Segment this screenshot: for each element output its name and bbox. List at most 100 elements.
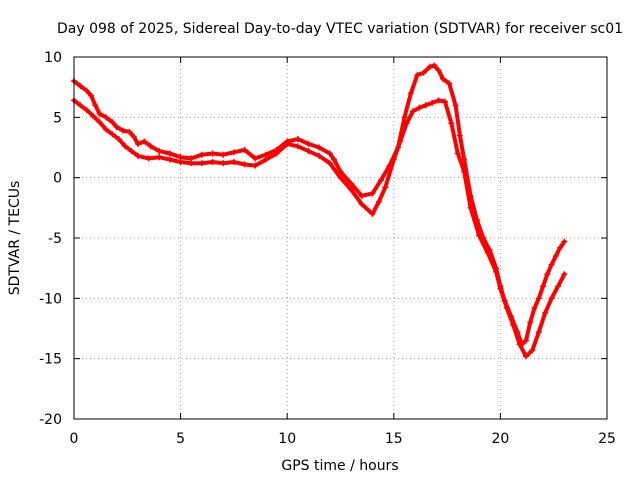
data-point [542,309,549,316]
data-point [130,133,137,140]
data-point [102,114,109,121]
data-point [316,152,323,159]
data-point [403,120,410,127]
data-point [156,148,163,155]
data-point [522,353,529,360]
data-point [510,321,517,328]
data-point [561,271,568,278]
data-point [467,204,474,211]
data-point [454,150,461,157]
data-point [88,92,95,99]
data-point [535,329,542,336]
data-point [77,82,84,89]
y-axis-label: SDTVAR / TECUs [7,181,23,296]
data-point [109,119,116,126]
series-layer [71,62,568,360]
data-point [493,268,500,275]
data-point [177,158,184,165]
data-point [134,152,141,159]
data-point [326,160,333,167]
data-point [209,158,216,165]
data-point [439,75,446,82]
data-point [147,143,154,150]
x-tick-label: 20 [491,431,509,447]
x-tick-label: 15 [385,431,403,447]
data-point [188,160,195,167]
data-point [141,138,148,145]
data-point [414,72,421,79]
data-point [456,132,463,139]
data-point [113,123,120,130]
data-point [431,62,438,69]
data-point [348,186,355,193]
x-tick-label: 25 [598,431,616,447]
data-point [92,102,99,109]
data-point [407,90,414,97]
x-tick-label: 0 [70,431,79,447]
data-point [390,156,397,163]
series-line [72,98,567,359]
data-point [497,285,504,292]
data-point [109,131,116,138]
series-line [72,63,567,347]
data-point [429,99,436,106]
data-point [209,150,216,157]
data-point [401,114,408,121]
series-sc01-track-a [71,62,568,348]
axis-ticks: 0 5 10 15 20 25 10 5 0 -5 -10 -15 -20 [39,50,616,447]
data-point [452,102,459,109]
data-point [198,151,205,158]
data-point [461,156,468,163]
data-point [262,156,269,163]
data-point [397,138,404,145]
data-point [435,67,442,74]
x-tick-label: 10 [278,431,296,447]
data-point [331,156,338,163]
data-point [122,143,129,150]
y-tick-label: -15 [39,352,62,368]
data-point [540,283,547,290]
data-point [557,244,564,251]
x-tick-label: 5 [176,431,185,447]
data-point [448,120,455,127]
data-point [96,110,103,117]
data-point [378,177,385,184]
data-point [115,136,122,143]
data-point [561,238,568,245]
data-point [326,150,333,157]
data-point [241,161,248,168]
data-point [441,98,448,105]
data-point [230,149,237,156]
data-point [294,143,301,150]
data-point [446,80,453,87]
data-point [435,97,442,104]
data-point [126,128,133,135]
data-point [305,148,312,155]
data-point [252,155,259,162]
data-point [552,253,559,260]
data-point [476,232,483,239]
data-point [273,150,280,157]
data-point [358,192,365,199]
data-point [90,113,97,120]
data-point [102,126,109,133]
data-point [77,102,84,109]
y-tick-label: -10 [39,291,62,307]
data-point [544,271,551,278]
data-point [198,160,205,167]
data-point [529,347,536,354]
data-point [416,104,423,111]
chart-title: Day 098 of 2025, Sidereal Day-to-day VTE… [57,21,623,37]
series-sc01-track-b [71,97,568,360]
data-point [409,108,416,115]
data-point [369,190,376,197]
data-point [128,148,135,155]
data-point [527,319,534,326]
data-point [284,140,291,147]
data-point [120,127,127,134]
data-point [166,150,173,157]
data-point [522,337,529,344]
grid-lines [74,57,607,419]
y-tick-label: -20 [39,412,62,428]
